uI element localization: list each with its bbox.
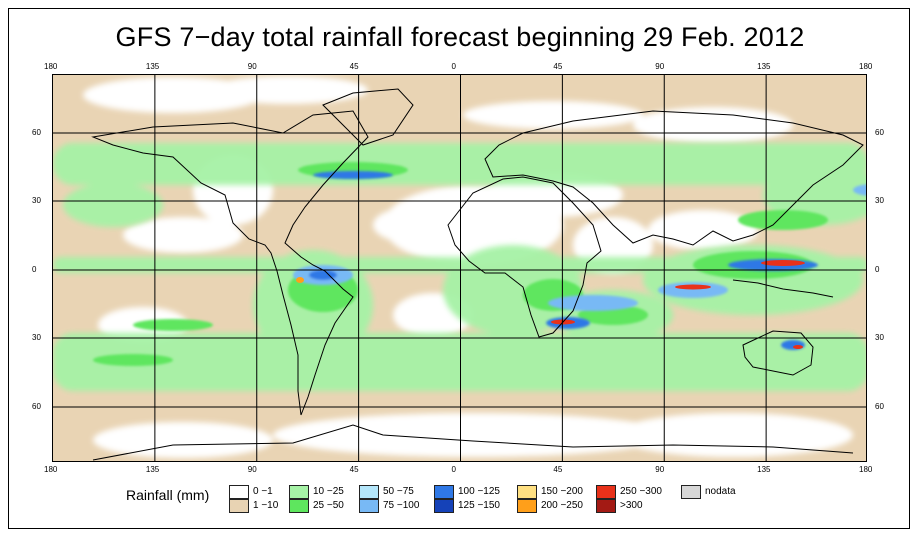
legend-label: 150 −200 xyxy=(541,486,583,497)
legend-swatch xyxy=(289,499,309,513)
legend-label: 100 −125 xyxy=(458,486,500,497)
legend-label: 0 −1 xyxy=(253,486,273,497)
lon-tick-label: 45 xyxy=(553,465,563,474)
lon-tick-label: 135 xyxy=(145,62,160,71)
legend-swatch xyxy=(359,499,379,513)
lon-tick-label: 0 xyxy=(451,465,456,474)
lon-tick-label: 45 xyxy=(349,62,359,71)
legend-swatch xyxy=(596,499,616,513)
legend-label: 10 −25 xyxy=(313,486,344,497)
legend-label: 75 −100 xyxy=(383,500,420,511)
legend-title: Rainfall (mm) xyxy=(126,487,210,503)
lon-tick-label: 90 xyxy=(247,465,257,474)
legend-swatch xyxy=(681,485,701,499)
lon-tick-label: 180 xyxy=(859,465,873,474)
lon-tick-label: 135 xyxy=(757,465,771,474)
dry-regions xyxy=(83,76,853,458)
legend-swatch xyxy=(596,485,616,499)
lon-tick-label: 45 xyxy=(349,465,359,474)
legend-swatch xyxy=(229,499,249,513)
lon-tick-label: 90 xyxy=(655,62,665,71)
lat-tick-label: 60 xyxy=(32,128,41,137)
extreme-rain-cores xyxy=(296,260,805,349)
legend-swatch xyxy=(517,485,537,499)
lon-tick-label: 180 xyxy=(859,62,873,71)
legend-label: nodata xyxy=(705,486,736,497)
lon-tick-label: 135 xyxy=(145,465,160,474)
rainfall-map xyxy=(52,74,867,462)
legend-label: >300 xyxy=(620,500,643,511)
lat-tick-label: 60 xyxy=(32,402,41,411)
legend-label: 200 −250 xyxy=(541,500,583,511)
lon-tick-label: 0 xyxy=(451,62,456,71)
lat-tick-label: 0 xyxy=(32,265,37,274)
lon-tick-label: 45 xyxy=(553,62,563,71)
figure-title: GFS 7−day total rainfall forecast beginn… xyxy=(115,22,805,52)
legend-label: 25 −50 xyxy=(313,500,344,511)
legend-swatch xyxy=(289,485,309,499)
legend-swatch xyxy=(434,485,454,499)
legend-label: 1 −10 xyxy=(253,500,279,511)
lon-tick-label: 180 xyxy=(44,465,58,474)
lat-tick-label: 30 xyxy=(875,333,884,342)
lat-tick-label: 30 xyxy=(32,333,41,342)
map-canvas xyxy=(53,75,866,461)
legend-label: 50 −75 xyxy=(383,486,414,497)
lat-tick-label: 60 xyxy=(875,402,884,411)
lon-tick-label: 90 xyxy=(247,62,257,71)
graticule xyxy=(53,75,866,461)
lat-tick-label: 60 xyxy=(875,128,884,137)
lat-tick-label: 30 xyxy=(32,196,41,205)
legend-swatch xyxy=(434,499,454,513)
lat-tick-label: 0 xyxy=(875,265,880,274)
legend-swatch xyxy=(517,499,537,513)
legend-label: 125 −150 xyxy=(458,500,500,511)
lon-tick-label: 90 xyxy=(655,465,665,474)
lon-tick-label: 135 xyxy=(757,62,771,71)
legend-swatch xyxy=(229,485,249,499)
legend-label: 250 −300 xyxy=(620,486,662,497)
legend-swatch xyxy=(359,485,379,499)
lon-tick-label: 180 xyxy=(44,62,58,71)
lat-tick-label: 30 xyxy=(875,196,884,205)
coastlines xyxy=(91,88,864,461)
figure-frame xyxy=(8,8,910,529)
